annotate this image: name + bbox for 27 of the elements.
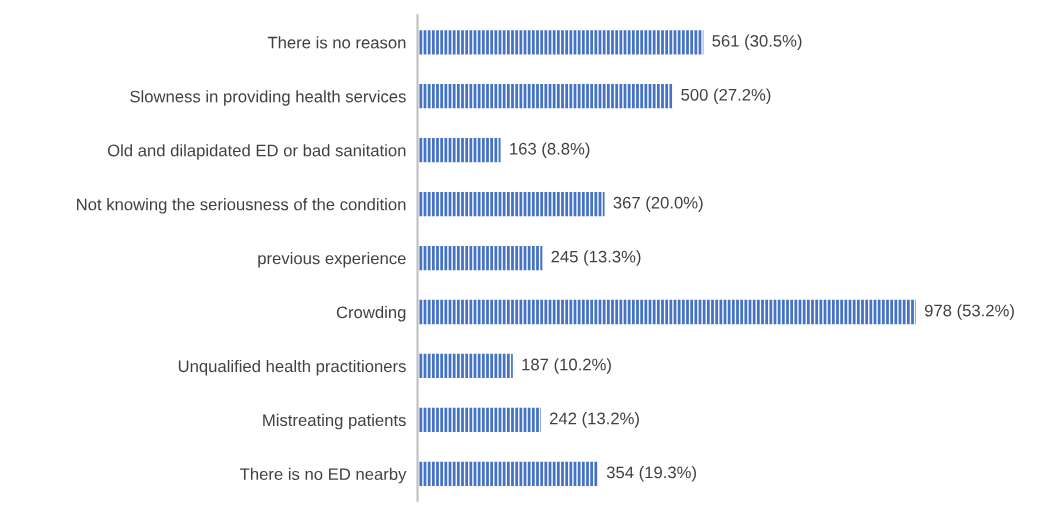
data-label: 367 (20.0%) — [613, 196, 703, 212]
y-tick-label: previous experience — [258, 252, 406, 268]
bar — [417, 30, 704, 55]
bar — [417, 84, 673, 109]
data-label: 245 (13.3%) — [551, 250, 641, 266]
y-tick-label: Mistreating patients — [263, 413, 406, 430]
bar — [417, 353, 513, 379]
y-tick-label: Old and dilapidated ED or bad sanitation — [107, 144, 406, 160]
y-tick-label: There is no ED nearby — [240, 467, 407, 484]
y-tick-label: Slowness in providing health services — [130, 90, 406, 106]
bar — [417, 461, 598, 486]
data-label: 163 (8.8%) — [510, 142, 590, 158]
y-tick-label: Crowding — [336, 305, 406, 322]
data-label: 187 (10.2%) — [522, 358, 611, 374]
bar — [417, 191, 605, 217]
data-label: 561 (30.5%) — [712, 34, 802, 51]
data-label: 978 (53.2%) — [924, 304, 1014, 320]
bar — [417, 245, 543, 271]
y-tick-label: Not knowing the seriousness of the condition — [77, 198, 406, 214]
data-label: 354 (19.3%) — [606, 466, 696, 482]
y-tick-label: Unqualified health practitioners — [178, 359, 406, 376]
bar — [417, 407, 541, 433]
data-label: 242 (13.2%) — [549, 412, 639, 428]
bar — [417, 299, 916, 325]
y-tick-label: There is no reason — [267, 36, 406, 49]
bar — [417, 138, 501, 163]
data-label: 500 (27.2%) — [681, 88, 771, 104]
